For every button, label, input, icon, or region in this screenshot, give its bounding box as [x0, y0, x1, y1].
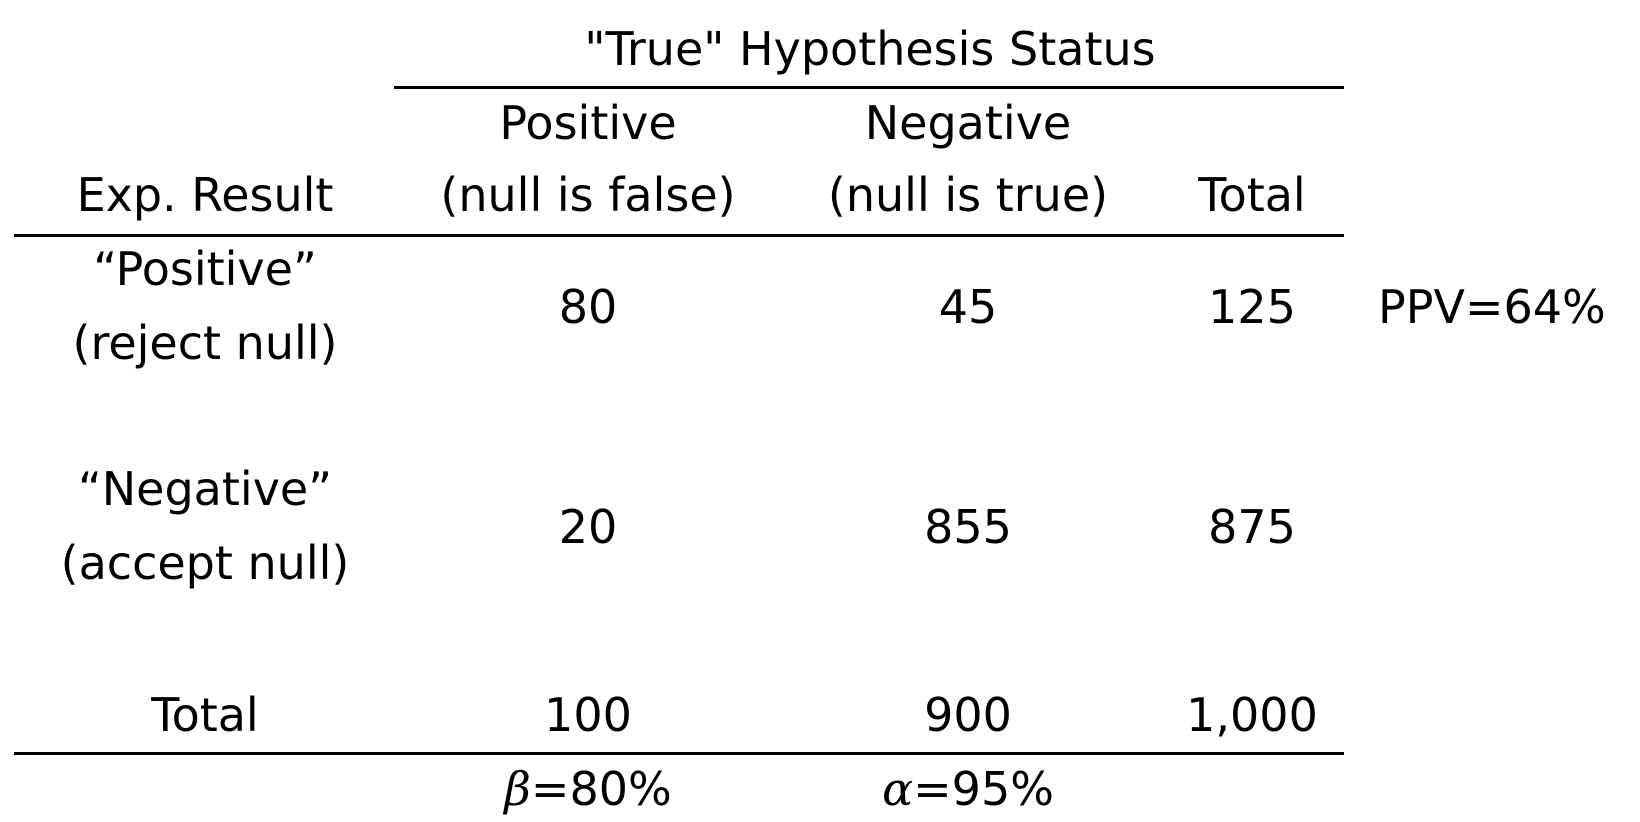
- col-negative-line2: (null is true): [827, 168, 1109, 222]
- row-positive-label-line1: “Positive”: [93, 242, 317, 296]
- cell-negative-negative: 855: [924, 500, 1012, 554]
- col-negative-line1: Negative: [864, 96, 1072, 150]
- col-positive-line2: (null is false): [440, 168, 736, 222]
- spanner-rule: [394, 86, 1344, 89]
- bottom-rule: [14, 752, 1344, 755]
- col-total-header: Total: [1198, 168, 1306, 222]
- ppv-note: PPV=64%: [1378, 280, 1606, 334]
- cell-negative-positive: 20: [558, 500, 618, 554]
- cell-positive-positive: 80: [558, 280, 618, 334]
- cell-positive-total: 125: [1208, 280, 1296, 334]
- col-positive-line1: Positive: [499, 96, 677, 150]
- beta-value: =80%: [530, 762, 672, 816]
- alpha-level: α=95%: [882, 766, 1054, 812]
- row-negative-label-line1: “Negative”: [77, 462, 333, 516]
- row-label-header: Exp. Result: [76, 168, 334, 222]
- cell-positive-negative: 45: [938, 280, 998, 334]
- grand-total: 1,000: [1186, 688, 1318, 742]
- totals-row-label: Total: [151, 688, 259, 742]
- total-positive: 100: [544, 688, 632, 742]
- beta-symbol: β: [504, 762, 531, 816]
- cell-negative-total: 875: [1208, 500, 1296, 554]
- alpha-value: =95%: [913, 762, 1054, 816]
- header-rule: [14, 234, 1344, 237]
- row-positive-label-line2: (reject null): [72, 316, 338, 370]
- spanner-heading: "True" Hypothesis Status: [584, 22, 1156, 76]
- beta-power: β=80%: [504, 766, 671, 812]
- alpha-symbol: α: [882, 762, 914, 816]
- row-negative-label-line2: (accept null): [60, 536, 350, 590]
- total-negative: 900: [924, 688, 1012, 742]
